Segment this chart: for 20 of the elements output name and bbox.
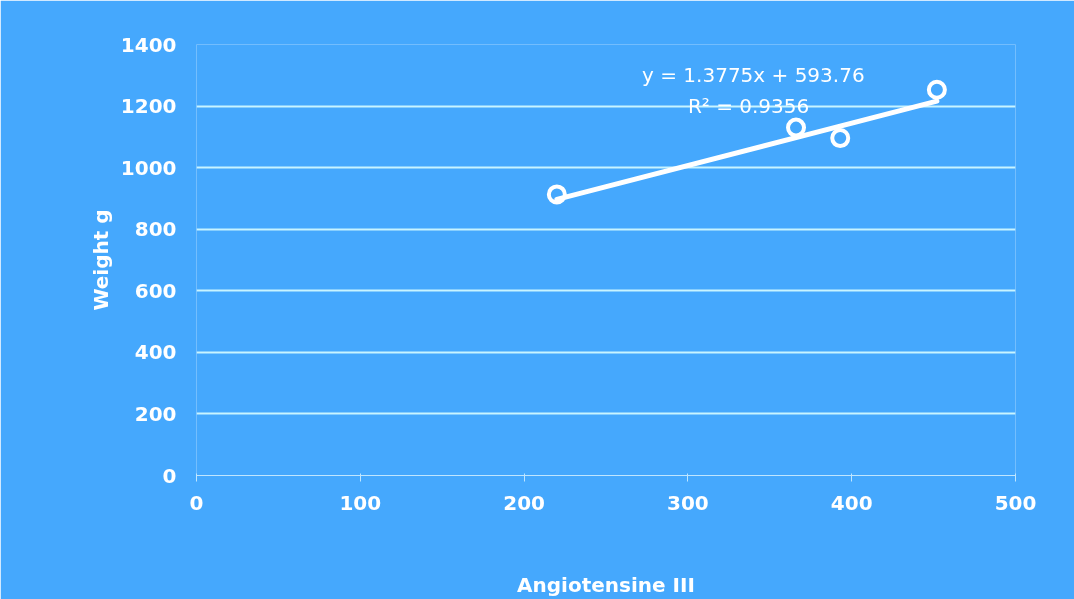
y-tick-label: 1400 [120, 32, 177, 57]
y-tick-label: 0 [162, 463, 177, 488]
x-tick-label: 300 [667, 490, 709, 515]
y-tick-label: 1200 [120, 94, 177, 119]
y-tick-label: 800 [134, 217, 177, 242]
x-tick-label: 200 [503, 490, 545, 515]
y-axis-title: Weight g [88, 209, 113, 311]
point [830, 128, 851, 149]
point [926, 79, 947, 100]
x-tick-label: 0 [189, 490, 204, 515]
x-tick-label: 500 [994, 490, 1037, 515]
x-axis-title: Angiotensine III [517, 572, 695, 597]
y-tick-label: 400 [134, 340, 177, 365]
y-tick-label: 200 [134, 401, 177, 426]
x-tick-label: 400 [830, 490, 873, 515]
y-tick-label: 1000 [120, 155, 177, 180]
x-tick-label: 100 [339, 490, 382, 515]
annotation: y = 1.3775x + 593.76 [642, 63, 865, 88]
y-tick-label: 600 [134, 278, 177, 303]
point [786, 117, 807, 138]
